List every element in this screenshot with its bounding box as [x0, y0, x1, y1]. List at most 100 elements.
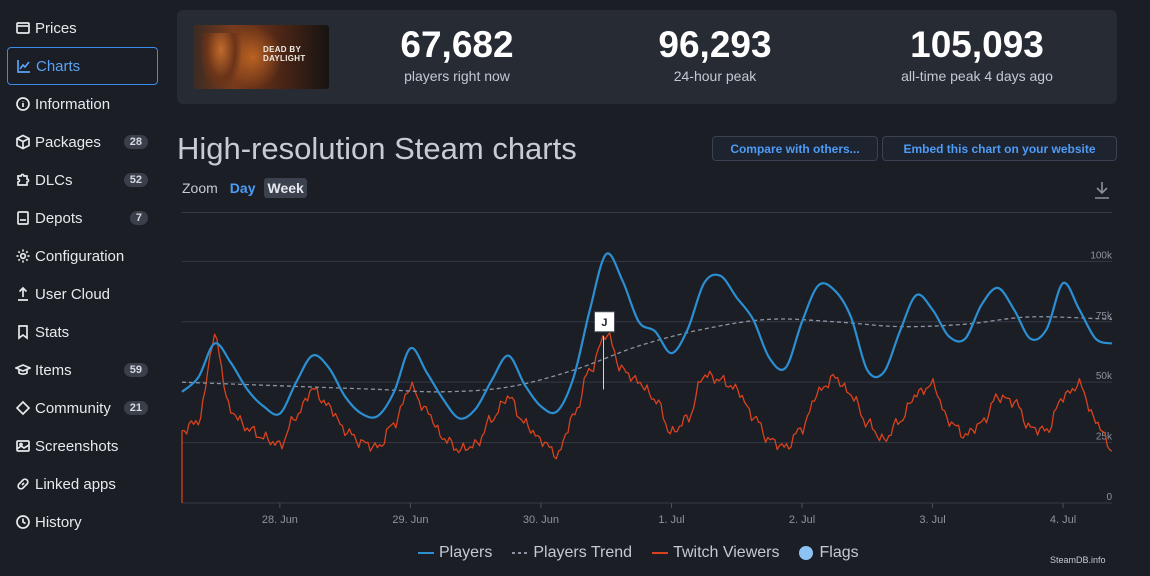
- flag-label: J: [601, 317, 607, 329]
- count-badge: 59: [123, 363, 148, 377]
- sidebar-item-stats[interactable]: Stats: [7, 313, 158, 351]
- compare-button[interactable]: Compare with others...: [712, 136, 878, 161]
- y-tick-label: 25k: [1096, 432, 1113, 443]
- legend-flags[interactable]: Flags: [799, 544, 859, 562]
- x-tick-label: 1. Jul: [658, 514, 684, 526]
- history-icon: [7, 514, 35, 530]
- sidebar-item-label: Community: [35, 399, 111, 417]
- sidebar-item-prices[interactable]: Prices: [7, 9, 158, 47]
- sidebar-item-screenshots[interactable]: Screenshots: [7, 427, 158, 465]
- sidebar-item-linked-apps[interactable]: Linked apps: [7, 465, 158, 503]
- sidebar-item-label: Packages: [35, 133, 101, 151]
- legend-trend-swatch: [512, 552, 529, 554]
- gear-icon: [7, 248, 35, 264]
- image-icon: [7, 438, 35, 454]
- current-players-stat: 67,682 players right now: [377, 24, 537, 84]
- sidebar-item-label: Configuration: [35, 247, 125, 265]
- legend-players-swatch: [418, 552, 434, 554]
- x-tick-label: 4. Jul: [1050, 514, 1076, 526]
- embed-chart-button[interactable]: Embed this chart on your website: [882, 136, 1117, 161]
- chart-legend: Players Players Trend Twitch Viewers Fla…: [418, 544, 879, 562]
- link-icon: [7, 476, 35, 492]
- sidebar-item-label: History: [35, 513, 82, 531]
- zoom-controls: Zoom Day Week: [182, 178, 307, 198]
- zoom-day-button[interactable]: Day: [229, 180, 256, 196]
- upload-icon: [7, 286, 35, 302]
- players-trend-line: [181, 316, 1113, 393]
- x-tick-label: 2. Jul: [789, 514, 815, 526]
- current-players-label: players right now: [404, 68, 510, 84]
- x-tick-label: 29. Jun: [392, 514, 428, 526]
- x-tick-label: 28. Jun: [262, 514, 298, 526]
- y-tick-label: 75k: [1096, 311, 1113, 322]
- sidebar-item-depots[interactable]: Depots 7: [7, 199, 158, 237]
- sidebar-item-history[interactable]: History: [7, 503, 158, 541]
- game-logo-line1: DEAD BY: [263, 45, 302, 54]
- chart-icon: [8, 58, 36, 74]
- diamond-icon: [7, 400, 35, 416]
- legend-players-label: Players: [439, 544, 493, 561]
- sidebar-item-label: Information: [35, 95, 111, 113]
- package-icon: [7, 134, 35, 150]
- page-title: High-resolution Steam charts: [177, 131, 577, 166]
- players-line: [181, 252, 1113, 420]
- game-thumbnail[interactable]: DEAD BY DAYLIGHT: [193, 25, 329, 89]
- sidebar-item-configuration[interactable]: Configuration: [7, 237, 158, 275]
- zoom-week-button[interactable]: Week: [264, 178, 307, 198]
- sidebar-item-label: Prices: [35, 19, 77, 37]
- info-icon: [7, 96, 35, 112]
- sidebar-item-label: Screenshots: [35, 437, 119, 455]
- mortarboard-icon: [7, 362, 35, 378]
- sidebar-item-dlcs[interactable]: DLCs 52: [7, 161, 158, 199]
- legend-twitch-label: Twitch Viewers: [673, 544, 780, 561]
- sidebar-item-community[interactable]: Community 21: [7, 389, 158, 427]
- sidebar-item-label: Depots: [35, 209, 83, 227]
- legend-trend[interactable]: Players Trend: [512, 544, 632, 562]
- count-badge: 21: [123, 401, 148, 415]
- all-time-peak-stat: 105,093 all-time peak 4 days ago: [877, 24, 1077, 84]
- current-players-value: 67,682: [400, 24, 514, 65]
- puzzle-icon: [7, 172, 35, 188]
- all-time-peak-label: all-time peak 4 days ago: [901, 68, 1053, 84]
- download-icon[interactable]: [1092, 180, 1112, 200]
- sidebar-item-user-cloud[interactable]: User Cloud: [7, 275, 158, 313]
- y-tick-label: 0: [1106, 492, 1112, 503]
- bookmark-icon: [7, 324, 35, 340]
- peak-24h-stat: 96,293 24-hour peak: [625, 24, 805, 84]
- game-logo-line2: DAYLIGHT: [263, 54, 306, 63]
- sidebar-item-label: Items: [35, 361, 72, 379]
- x-tick-label: 3. Jul: [919, 514, 945, 526]
- thumbnail-glow: [233, 25, 283, 89]
- sidebar-item-charts[interactable]: Charts: [7, 47, 158, 85]
- count-badge: 28: [123, 135, 148, 149]
- sidebar-item-label: Stats: [35, 323, 70, 341]
- y-tick-label: 50k: [1096, 371, 1113, 382]
- sidebar: Prices Charts Information Packages 28 DLCs 52 D…: [0, 0, 165, 576]
- all-time-peak-value: 105,093: [910, 24, 1044, 65]
- wallet-icon: [7, 20, 35, 36]
- zoom-label: Zoom: [182, 180, 218, 196]
- legend-twitch-swatch: [652, 552, 669, 554]
- steamdb-credit[interactable]: SteamDB.info: [1050, 555, 1106, 565]
- count-badge: 52: [123, 173, 148, 187]
- sidebar-item-label: Charts: [36, 57, 81, 75]
- legend-players[interactable]: Players: [418, 544, 492, 562]
- x-tick-label: 30. Jun: [523, 514, 559, 526]
- peak-24h-value: 96,293: [658, 24, 772, 65]
- legend-flags-label: Flags: [819, 544, 859, 561]
- sidebar-item-label: DLCs: [35, 171, 73, 189]
- count-badge: 7: [129, 211, 148, 225]
- sidebar-item-label: User Cloud: [35, 285, 111, 303]
- peak-24h-label: 24-hour peak: [673, 68, 757, 84]
- chart-divider: [182, 212, 1112, 213]
- player-stats-card: DEAD BY DAYLIGHT 67,682 players right no…: [177, 10, 1117, 104]
- server-icon: [7, 210, 35, 226]
- sidebar-item-packages[interactable]: Packages 28: [7, 123, 158, 161]
- twitch-viewers-line: [181, 332, 1113, 460]
- game-logo: DEAD BY DAYLIGHT: [263, 45, 306, 63]
- sidebar-item-items[interactable]: Items 59: [7, 351, 158, 389]
- sidebar-item-information[interactable]: Information: [7, 85, 158, 123]
- thumbnail-figure: [201, 33, 241, 89]
- legend-twitch[interactable]: Twitch Viewers: [652, 544, 779, 562]
